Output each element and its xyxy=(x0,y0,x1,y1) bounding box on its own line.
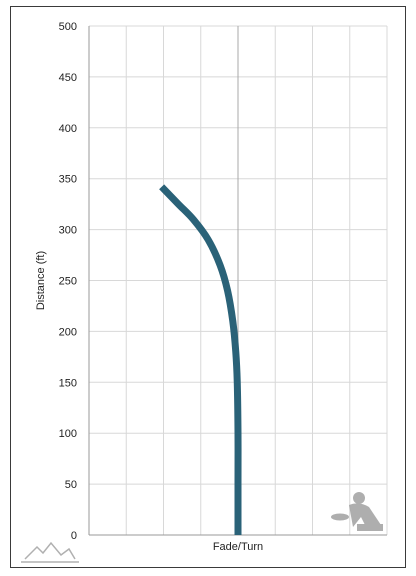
y-tick-label: 500 xyxy=(59,21,77,33)
y-tick-label: 50 xyxy=(65,479,77,491)
y-tick-label: 250 xyxy=(59,276,77,288)
y-tick-label: 300 xyxy=(59,225,77,237)
y-tick-labels: 0 50 100 150 200 250 300 350 400 450 500 xyxy=(59,21,77,542)
y-tick-label: 350 xyxy=(59,174,77,186)
flight-path-chart: 0 50 100 150 200 250 300 350 400 450 500 Fade/Turn… xyxy=(21,21,388,563)
y-tick-label: 100 xyxy=(59,428,77,440)
y-tick-label: 150 xyxy=(59,377,77,389)
chart-frame: 0 50 100 150 200 250 300 350 400 450 500 Fade/Turn… xyxy=(10,6,406,568)
y-tick-label: 400 xyxy=(59,123,77,135)
y-axis-title: Distance (ft) xyxy=(35,251,47,310)
y-tick-label: 450 xyxy=(59,72,77,84)
mountain-logo-icon xyxy=(21,541,79,563)
y-tick-label: 200 xyxy=(59,326,77,338)
series-layer xyxy=(159,184,242,536)
x-axis-title: Fade/Turn xyxy=(213,541,263,553)
thrower-watermark-icon xyxy=(331,492,383,531)
y-tick-label: 0 xyxy=(71,530,77,542)
flight-path-line xyxy=(159,184,242,536)
